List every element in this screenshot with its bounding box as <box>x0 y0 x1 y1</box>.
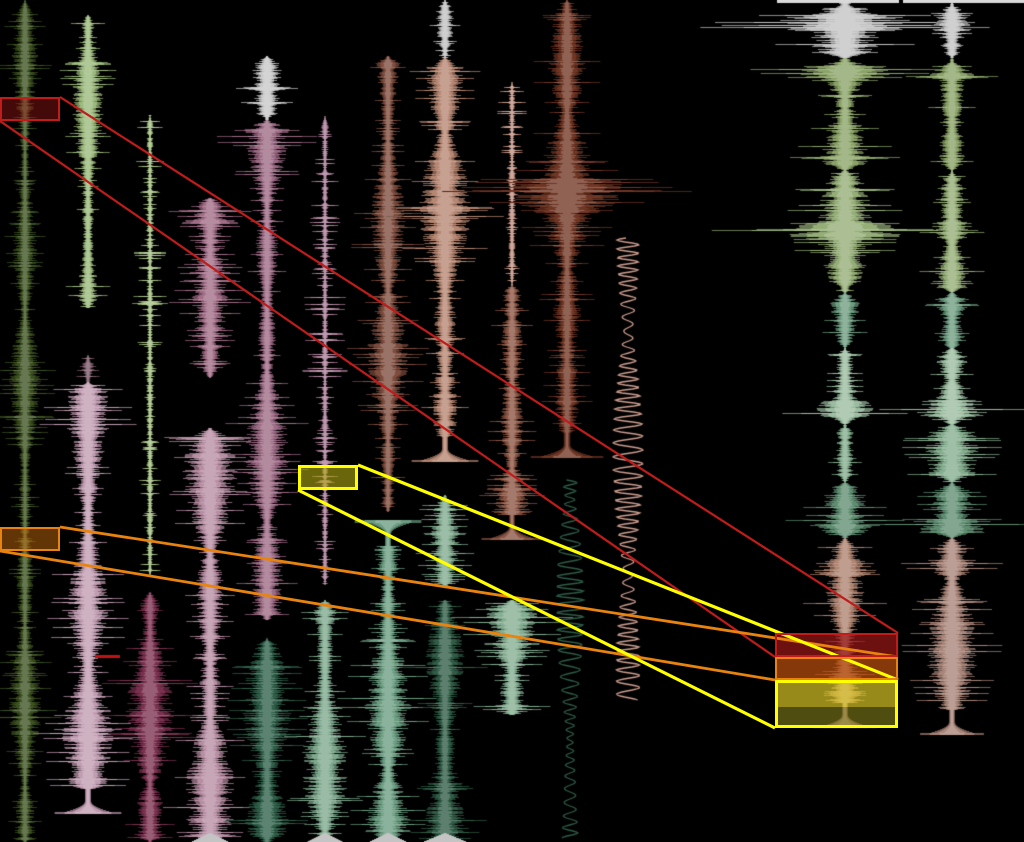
query-box-red[interactable] <box>0 97 60 121</box>
match-line-yellow-bottom <box>297 488 776 730</box>
target-segment-orange[interactable] <box>775 657 898 680</box>
target-segment-yellow-olive[interactable] <box>775 707 898 728</box>
target-frame-red <box>775 633 898 657</box>
match-line-orange-bottom <box>0 549 776 682</box>
query-box-yellow[interactable] <box>298 465 358 490</box>
match-line-orange-top <box>59 525 899 659</box>
query-box-orange[interactable] <box>0 527 60 551</box>
target-frame-orange <box>775 657 898 680</box>
match-line-yellow-top <box>357 463 899 682</box>
target-segment-yellow-bright[interactable] <box>775 680 898 707</box>
match-line-red-top <box>59 96 899 634</box>
target-frame-yellow <box>775 680 898 728</box>
match-line-red-bottom <box>0 120 776 658</box>
